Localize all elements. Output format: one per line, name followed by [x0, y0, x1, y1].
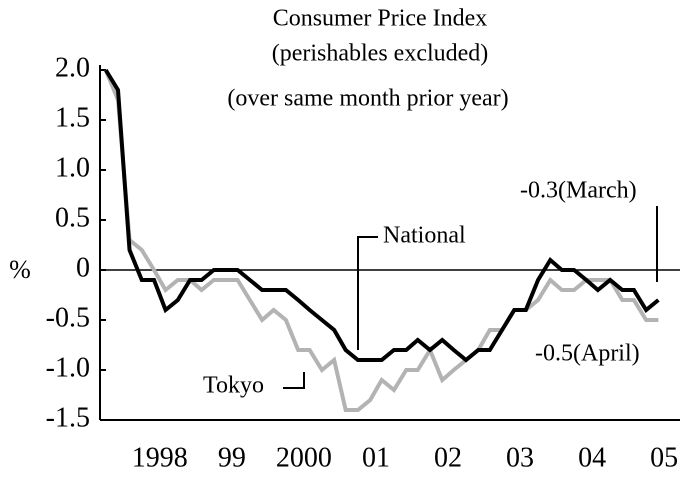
- series-line: [104, 68, 660, 363]
- legend-label: National: [383, 223, 466, 249]
- series-line: [103, 69, 659, 412]
- chart-title: Consumer Price Index: [273, 6, 488, 32]
- y-tick-label: -1.0: [46, 352, 90, 383]
- y-tick-label: 1.5: [55, 102, 90, 133]
- chart-subtitle: (over same month prior year): [227, 86, 508, 112]
- leader-line: [357, 236, 378, 350]
- x-tick-label: 04: [578, 442, 606, 473]
- y-tick-label: -1.5: [46, 402, 90, 433]
- y-tick-label: 0: [76, 252, 90, 283]
- y-tick-label: -0.5: [46, 302, 90, 333]
- y-tick-label: 0.5: [55, 202, 90, 233]
- x-tick-label: 03: [506, 442, 534, 473]
- x-tick-label: 01: [362, 442, 390, 473]
- x-tick-label: 2000: [276, 442, 332, 473]
- y-tick-label: 2.0: [55, 52, 90, 83]
- x-tick-label: 99: [218, 442, 246, 473]
- x-tick-label: 05: [650, 442, 678, 473]
- y-axis-label: %: [9, 255, 31, 284]
- annotation: -0.3(March): [520, 178, 637, 204]
- legend-label: Tokyo: [203, 373, 264, 399]
- chart-subtitle: (perishables excluded): [272, 41, 489, 67]
- annotation: -0.5(April): [535, 341, 640, 367]
- y-tick-label: 1.0: [55, 152, 90, 183]
- leader-line: [283, 372, 305, 389]
- x-tick-label: 1998: [132, 442, 188, 473]
- x-tick-label: 02: [434, 442, 462, 473]
